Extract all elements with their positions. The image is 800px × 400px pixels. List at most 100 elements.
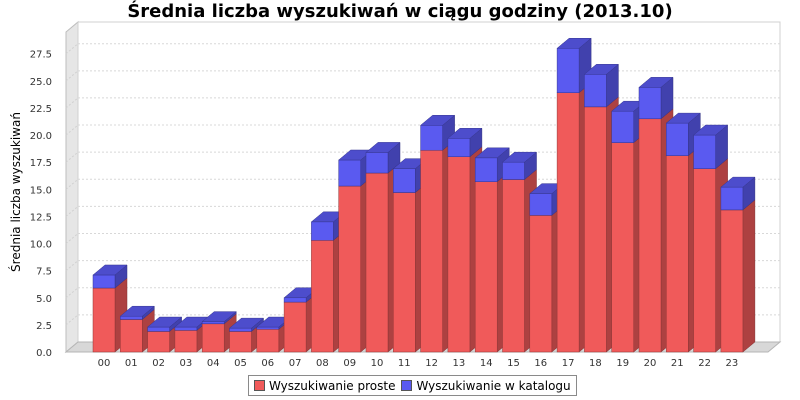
x-tick-label: 08 xyxy=(316,358,329,369)
bar-catalog-search-top xyxy=(583,64,620,75)
bar-simple-search xyxy=(92,287,116,353)
legend-item-catalog-search: Wyszukiwanie w katalogu xyxy=(401,379,571,393)
x-tick-label: 09 xyxy=(343,358,356,369)
y-tick-label: 20.0 xyxy=(30,131,52,142)
bar-catalog-search-top xyxy=(665,112,701,124)
bar-simple-search xyxy=(556,92,580,353)
x-tick-label: 18 xyxy=(589,358,602,369)
x-tick-label: 06 xyxy=(261,358,274,369)
bar-simple-search xyxy=(720,209,744,353)
chart-title: Średnia liczba wyszukiwań w ciągu godzin… xyxy=(127,1,673,22)
y-tick-label: 7.5 xyxy=(36,267,52,278)
x-tick-label: 05 xyxy=(234,358,247,369)
x-tick-label: 14 xyxy=(480,358,493,369)
bar-simple-search xyxy=(447,156,471,353)
y-tick-label: 25.0 xyxy=(30,77,52,88)
legend-label-simple-search: Wyszukiwanie proste xyxy=(269,378,396,393)
y-tick-label: 22.5 xyxy=(30,104,52,115)
bar-simple-search xyxy=(365,172,389,353)
bar-catalog-search-top xyxy=(201,311,237,322)
bar-catalog-search xyxy=(720,186,744,211)
bar-catalog-search-top xyxy=(556,38,592,49)
bar-catalog-search-top xyxy=(119,305,155,317)
bar-simple-search xyxy=(174,330,198,353)
bar-simple-search xyxy=(147,331,170,353)
bar-simple-search xyxy=(283,301,307,353)
bar-simple-search xyxy=(529,215,553,353)
bar-catalog-search-top xyxy=(365,142,401,153)
y-tick-label: 5.0 xyxy=(36,294,52,305)
y-tick-label: 2.5 xyxy=(36,321,52,332)
x-tick-label: 07 xyxy=(289,358,302,369)
y-tick-label: 0.0 xyxy=(36,348,52,359)
bar-catalog-search-top xyxy=(146,316,183,328)
gridline-side xyxy=(65,314,79,326)
bar-catalog-search-top xyxy=(692,124,729,136)
gridline-side xyxy=(65,287,79,299)
bar-catalog-search xyxy=(174,326,198,331)
x-tick-label: 22 xyxy=(698,358,711,369)
bar-simple-search xyxy=(420,149,443,353)
bar-catalog-search xyxy=(256,326,280,330)
bar-catalog-search xyxy=(556,48,580,93)
bar-simple-search xyxy=(638,118,662,353)
bar-catalog-search xyxy=(201,321,225,325)
y-tick-label: 17.5 xyxy=(30,158,52,169)
bar-catalog-search-top xyxy=(92,264,128,276)
bar-catalog-search xyxy=(229,327,252,332)
bar-catalog-search-top xyxy=(501,151,538,163)
bar-simple-search xyxy=(311,240,334,353)
bar-catalog-search xyxy=(693,134,716,169)
y-axis-label: Średnia liczba wyszukiwań xyxy=(8,112,23,272)
x-tick-label: 16 xyxy=(534,358,547,369)
bar-simple-search xyxy=(474,181,498,353)
x-tick-label: 12 xyxy=(425,358,438,369)
x-tick-label: 00 xyxy=(98,358,111,369)
bar-catalog-search xyxy=(92,274,116,289)
bar-simple-search xyxy=(611,142,634,353)
y-tick-label: 12.5 xyxy=(30,212,52,223)
bar-catalog-search xyxy=(393,168,416,193)
bar-catalog-search xyxy=(502,161,525,180)
bar-simple-search xyxy=(338,185,361,353)
bar-catalog-search-top xyxy=(720,176,756,188)
bar-catalog-search xyxy=(474,157,498,182)
bar-simple-search xyxy=(201,323,225,353)
bar-catalog-search-top xyxy=(447,128,483,139)
bar-catalog-search xyxy=(147,326,170,332)
x-tick-label: 13 xyxy=(453,358,466,369)
bar-simple-search xyxy=(666,155,689,353)
x-tick-label: 15 xyxy=(507,358,520,369)
bar-catalog-search xyxy=(611,110,634,143)
gridline-side xyxy=(65,43,79,55)
gridline-side xyxy=(65,233,79,244)
legend-swatch-catalog-search xyxy=(401,380,413,391)
gridline-side xyxy=(65,260,79,272)
bar-catalog-search xyxy=(338,159,361,187)
x-tick-label: 20 xyxy=(644,358,657,369)
x-tick-label: 04 xyxy=(207,358,220,369)
bar-catalog-search-top xyxy=(638,77,674,88)
bar-catalog-search xyxy=(666,122,689,156)
bar-simple-search xyxy=(393,192,416,353)
bar-catalog-search xyxy=(283,297,307,303)
bar-catalog-search xyxy=(447,138,471,157)
legend-item-simple-search: Wyszukiwanie proste xyxy=(254,379,395,393)
chart-left-wall xyxy=(65,20,79,354)
gridline-side xyxy=(65,124,79,136)
legend-swatch-simple-search xyxy=(254,380,265,391)
bar-catalog-search-top xyxy=(228,317,265,329)
x-tick-label: 03 xyxy=(180,358,193,369)
x-tick-label: 21 xyxy=(671,358,684,369)
bar-catalog-search xyxy=(638,87,662,120)
gridline-side xyxy=(65,151,79,163)
chart-legend: Wyszukiwanie proste Wyszukiwanie w katal… xyxy=(248,375,577,396)
gridline-side xyxy=(65,206,79,217)
bar-catalog-search xyxy=(311,221,334,241)
bar-catalog-search xyxy=(420,125,443,151)
bar-simple-search xyxy=(693,168,716,353)
x-tick-label: 23 xyxy=(726,358,739,369)
x-tick-label: 01 xyxy=(125,358,138,369)
